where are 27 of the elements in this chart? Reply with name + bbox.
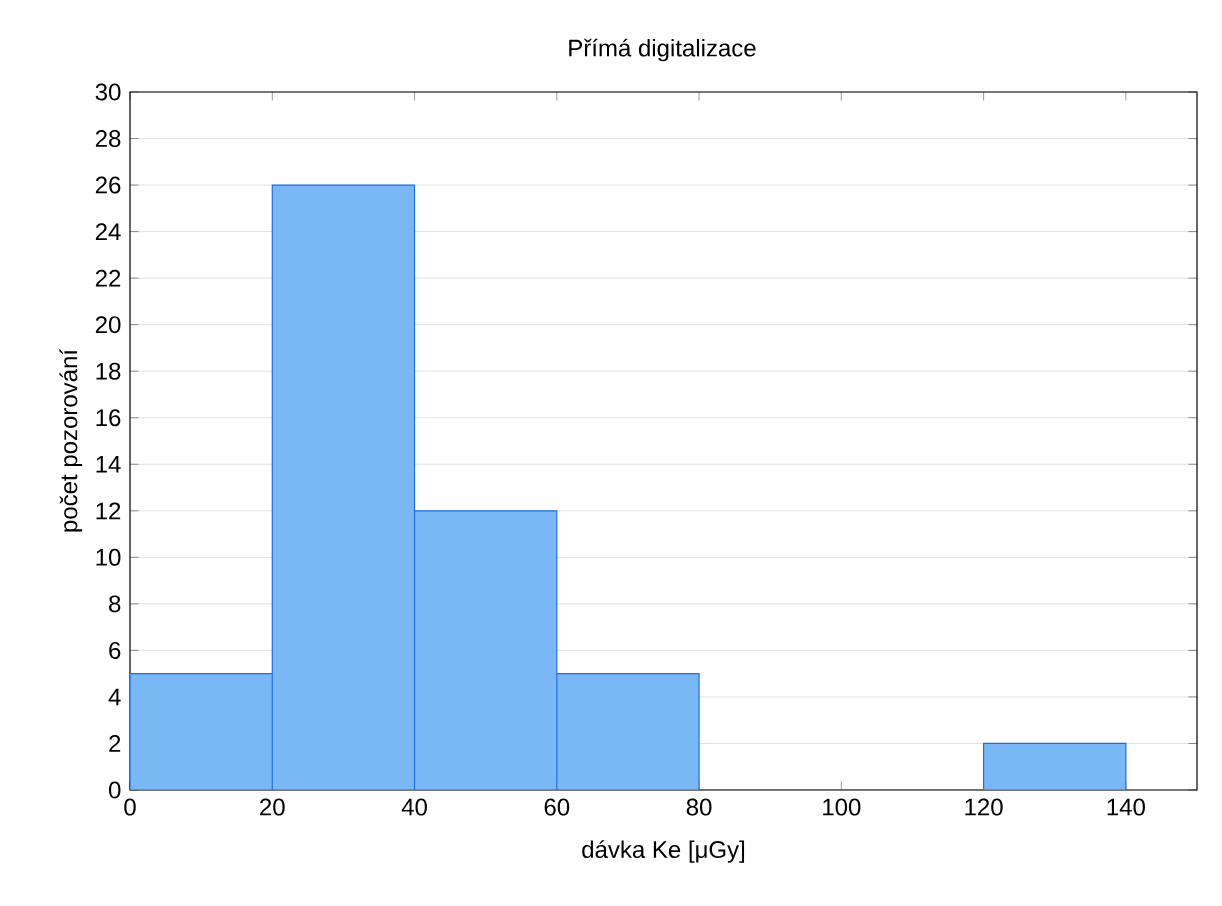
y-tick-label: 28 (95, 130, 121, 148)
x-tick-label: 120 (965, 798, 1003, 816)
y-tick-label: 24 (95, 223, 121, 240)
y-tick-label: 12 (96, 502, 121, 520)
x-tick-label: 60 (544, 798, 570, 816)
y-tick-label: 2 (109, 735, 121, 752)
x-tick-label: 100 (823, 798, 861, 816)
y-tick-label: 0 (108, 781, 121, 799)
y-axis-title: počet pozorování (59, 349, 83, 532)
y-tick-label: 26 (95, 176, 121, 194)
y-tick-label: 6 (109, 641, 121, 659)
y-tick-label: 20 (95, 316, 121, 334)
y-tick-label: 4 (108, 688, 121, 706)
y-tick-label: 14 (96, 456, 121, 473)
y-tick-label: 22 (95, 269, 121, 287)
y-tick-label: 8 (109, 595, 121, 613)
x-axis-title: dávka Ke [μGy] (582, 840, 745, 863)
x-tick-label: 20 (260, 798, 285, 816)
chart-title: Přímá digitalizace (569, 38, 756, 62)
y-tick-label: 18 (96, 362, 121, 380)
y-tick-label: 10 (96, 548, 121, 566)
y-tick-label: 30 (95, 83, 121, 101)
x-tick-label: 40 (401, 798, 427, 816)
x-tick-label: 140 (1107, 798, 1145, 816)
x-tick-label: 80 (686, 798, 712, 816)
x-tick-label: 0 (124, 798, 136, 816)
y-tick-label: 16 (96, 409, 121, 427)
